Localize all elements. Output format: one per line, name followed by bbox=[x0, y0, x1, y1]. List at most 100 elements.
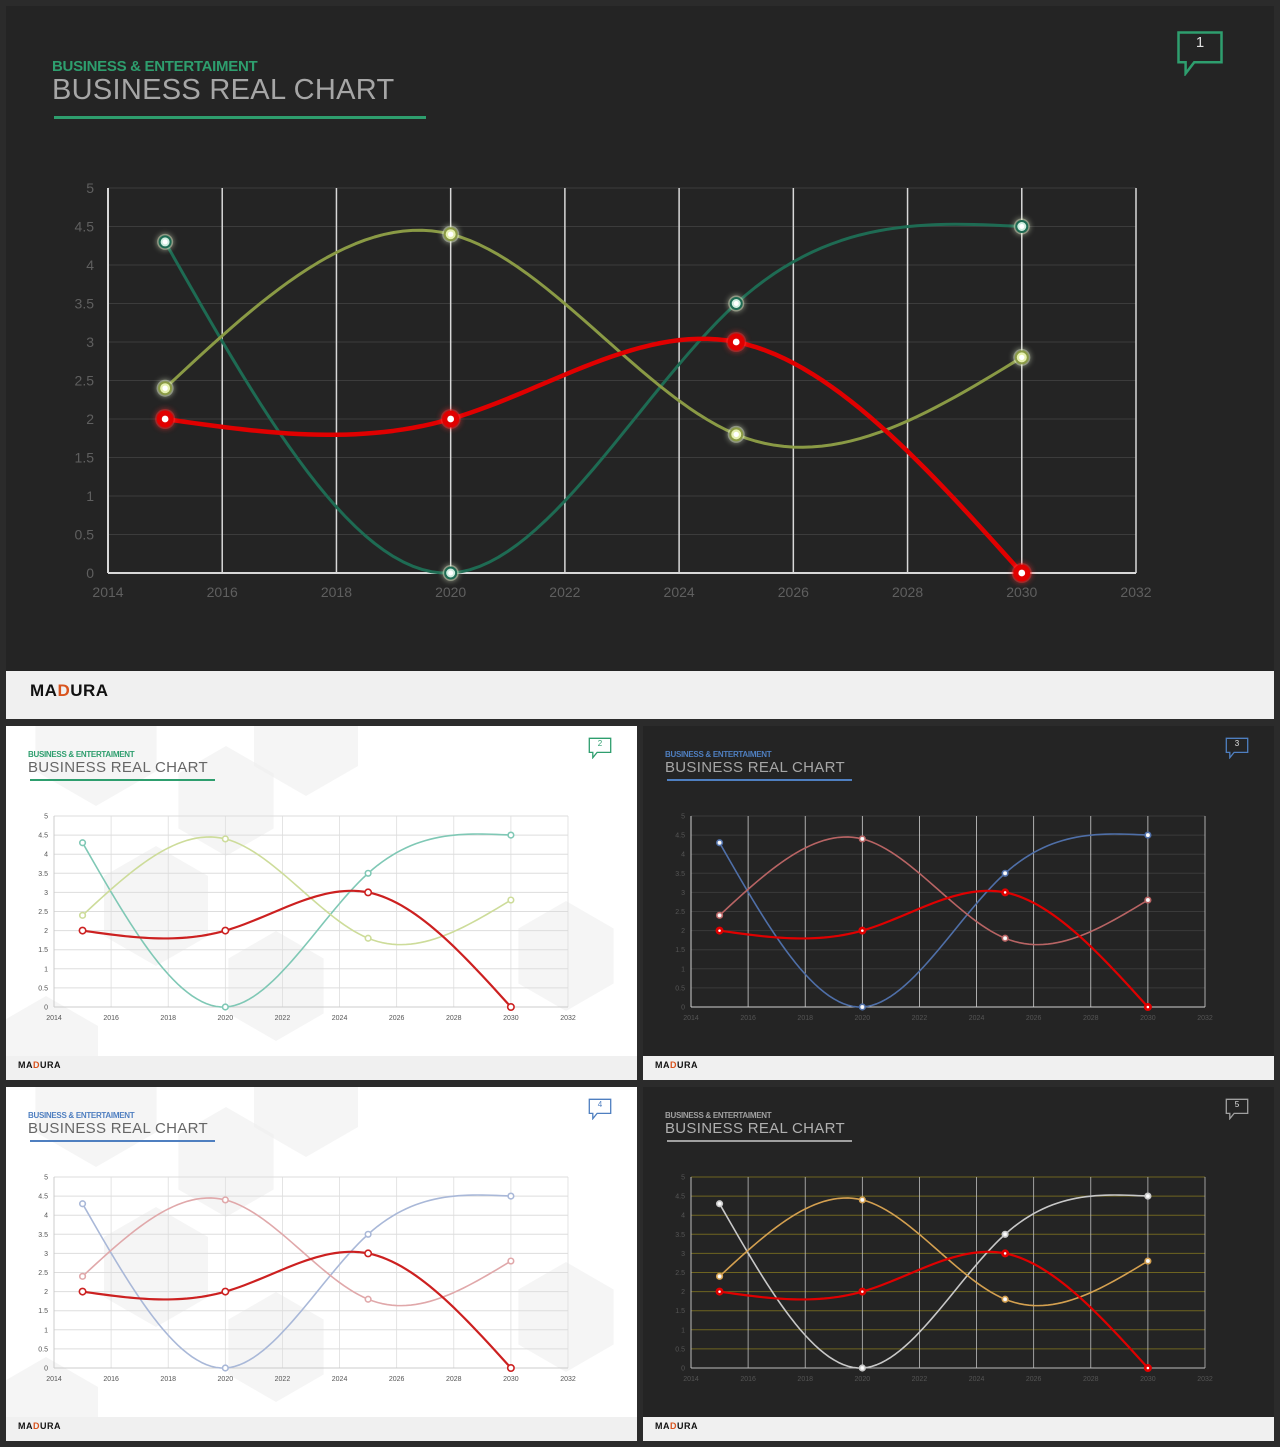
data-point-series-1[interactable] bbox=[442, 565, 459, 581]
data-point-series-3[interactable] bbox=[364, 1249, 373, 1258]
comment-badge-icon[interactable]: 2 bbox=[588, 737, 612, 759]
x-tick-label: 2018 bbox=[160, 1376, 176, 1383]
title-underline bbox=[667, 779, 852, 781]
series-line-1 bbox=[718, 833, 1149, 1008]
data-point-series-1[interactable] bbox=[1144, 1192, 1152, 1200]
data-point-series-1[interactable] bbox=[1144, 831, 1152, 839]
slide-5[interactable]: BUSINESS & ENTERTAIMENT BUSINESS REAL CHA… bbox=[643, 1087, 1274, 1441]
data-point-series-1[interactable] bbox=[78, 1200, 87, 1208]
y-tick-label: 1.5 bbox=[675, 947, 685, 954]
brand-logo: MADURA bbox=[655, 1421, 698, 1431]
data-point-series-3[interactable] bbox=[155, 409, 176, 429]
x-tick-label: 2024 bbox=[664, 584, 695, 600]
data-point-series-3[interactable] bbox=[506, 1002, 515, 1011]
data-point-series-3[interactable] bbox=[1143, 1002, 1152, 1011]
data-point-series-2[interactable] bbox=[442, 225, 460, 243]
brand-logo: MADURA bbox=[30, 681, 109, 700]
x-tick-label: 2020 bbox=[218, 1376, 234, 1383]
data-point-series-3[interactable] bbox=[858, 926, 867, 935]
data-point-series-2[interactable] bbox=[858, 1196, 866, 1204]
data-point-series-1[interactable] bbox=[364, 1230, 372, 1238]
slide-4[interactable]: BUSINESS & ENTERTAIMENT BUSINESS REAL CHA… bbox=[6, 1087, 637, 1441]
slide-3[interactable]: BUSINESS & ENTERTAIMENT BUSINESS REAL CHA… bbox=[643, 726, 1274, 1080]
data-point-series-1[interactable] bbox=[1001, 869, 1009, 877]
data-point-series-1[interactable] bbox=[715, 1200, 724, 1208]
data-point-series-2[interactable] bbox=[715, 1272, 724, 1280]
data-point-series-2[interactable] bbox=[364, 1295, 372, 1303]
data-point-series-3[interactable] bbox=[1011, 563, 1032, 583]
comment-badge-icon[interactable]: 4 bbox=[588, 1098, 612, 1120]
y-tick-label: 1 bbox=[681, 966, 685, 973]
data-point-series-1[interactable] bbox=[78, 839, 87, 847]
comment-badge-icon[interactable]: 3 bbox=[1225, 737, 1249, 759]
data-point-series-2[interactable] bbox=[1013, 348, 1031, 366]
data-point-series-3[interactable] bbox=[78, 926, 87, 935]
data-point-series-3[interactable] bbox=[715, 1287, 724, 1296]
y-tick-label: 1 bbox=[86, 488, 94, 504]
data-point-series-1[interactable] bbox=[858, 1003, 866, 1011]
data-point-series-1[interactable] bbox=[858, 1364, 866, 1372]
data-point-series-2[interactable] bbox=[156, 379, 174, 397]
data-point-series-3[interactable] bbox=[726, 332, 747, 352]
data-point-series-3[interactable] bbox=[506, 1363, 515, 1372]
comment-badge-icon[interactable]: 5 bbox=[1225, 1098, 1249, 1120]
series-line-2 bbox=[81, 1197, 512, 1307]
data-point-series-3[interactable] bbox=[221, 926, 230, 935]
line-chart: 0 0.5 1 1.5 2 2.5 3 3.5 4 4.5 5 2014 2016 2018 2020 202… bbox=[38, 813, 576, 1022]
data-point-series-1[interactable] bbox=[715, 839, 724, 847]
data-point-series-1[interactable] bbox=[1001, 1230, 1009, 1238]
data-point-series-2[interactable] bbox=[858, 835, 866, 843]
x-tick-label: 2024 bbox=[969, 1376, 985, 1383]
slide-2[interactable]: BUSINESS & ENTERTAIMENT BUSINESS REAL CHA… bbox=[6, 726, 637, 1080]
data-point-series-1[interactable] bbox=[157, 233, 174, 250]
data-point-series-2[interactable] bbox=[78, 911, 87, 919]
data-point-series-1[interactable] bbox=[221, 1003, 229, 1011]
y-tick-label: 2.5 bbox=[38, 1270, 48, 1277]
slide-title: BUSINESS REAL CHART bbox=[665, 1120, 845, 1137]
x-tick-label: 2018 bbox=[321, 584, 352, 600]
slide-1[interactable]: BUSINESS & ENTERTAIMENT BUSINESS REAL CHA… bbox=[6, 6, 1274, 719]
y-tick-label: 2 bbox=[681, 1289, 685, 1296]
data-point-series-2[interactable] bbox=[715, 911, 724, 919]
comment-badge-icon[interactable]: 1 bbox=[1176, 30, 1224, 76]
y-tick-label: 3.5 bbox=[38, 1232, 48, 1239]
data-point-series-1[interactable] bbox=[364, 869, 372, 877]
data-point-series-1[interactable] bbox=[728, 295, 745, 312]
x-tick-label: 2026 bbox=[389, 1376, 405, 1383]
y-tick-label: 4 bbox=[44, 1213, 48, 1220]
y-tick-label: 2 bbox=[86, 411, 94, 427]
x-tick-label: 2014 bbox=[683, 1015, 699, 1022]
data-point-series-2[interactable] bbox=[1001, 934, 1009, 942]
data-point-series-3[interactable] bbox=[1001, 1249, 1010, 1258]
y-tick-label: 2 bbox=[44, 1289, 48, 1296]
data-point-series-2[interactable] bbox=[1144, 896, 1152, 904]
data-point-series-2[interactable] bbox=[221, 1196, 229, 1204]
data-point-series-3[interactable] bbox=[440, 409, 461, 429]
data-point-series-3[interactable] bbox=[715, 926, 724, 935]
data-point-series-2[interactable] bbox=[727, 425, 745, 443]
data-point-series-2[interactable] bbox=[1001, 1295, 1009, 1303]
data-point-series-3[interactable] bbox=[78, 1287, 87, 1296]
data-point-series-2[interactable] bbox=[364, 934, 372, 942]
y-tick-label: 4 bbox=[681, 1213, 685, 1220]
x-tick-label: 2020 bbox=[855, 1376, 871, 1383]
data-point-series-3[interactable] bbox=[221, 1287, 230, 1296]
data-point-series-2[interactable] bbox=[78, 1272, 87, 1280]
data-point-series-2[interactable] bbox=[507, 1257, 515, 1265]
data-point-series-1[interactable] bbox=[221, 1364, 229, 1372]
data-point-series-2[interactable] bbox=[221, 835, 229, 843]
brand-logo: MADURA bbox=[18, 1060, 61, 1070]
data-point-series-3[interactable] bbox=[364, 888, 373, 897]
data-point-series-3[interactable] bbox=[1143, 1363, 1152, 1372]
data-point-series-3[interactable] bbox=[1001, 888, 1010, 897]
brand-logo: MADURA bbox=[655, 1060, 698, 1070]
data-point-series-1[interactable] bbox=[1013, 218, 1030, 235]
x-tick-label: 2022 bbox=[275, 1376, 291, 1383]
x-tick-label: 2026 bbox=[1026, 1376, 1042, 1383]
data-point-series-3[interactable] bbox=[858, 1287, 867, 1296]
data-point-series-2[interactable] bbox=[1144, 1257, 1152, 1265]
data-point-series-1[interactable] bbox=[507, 831, 515, 839]
data-point-series-2[interactable] bbox=[507, 896, 515, 904]
x-tick-label: 2026 bbox=[389, 1015, 405, 1022]
data-point-series-1[interactable] bbox=[507, 1192, 515, 1200]
